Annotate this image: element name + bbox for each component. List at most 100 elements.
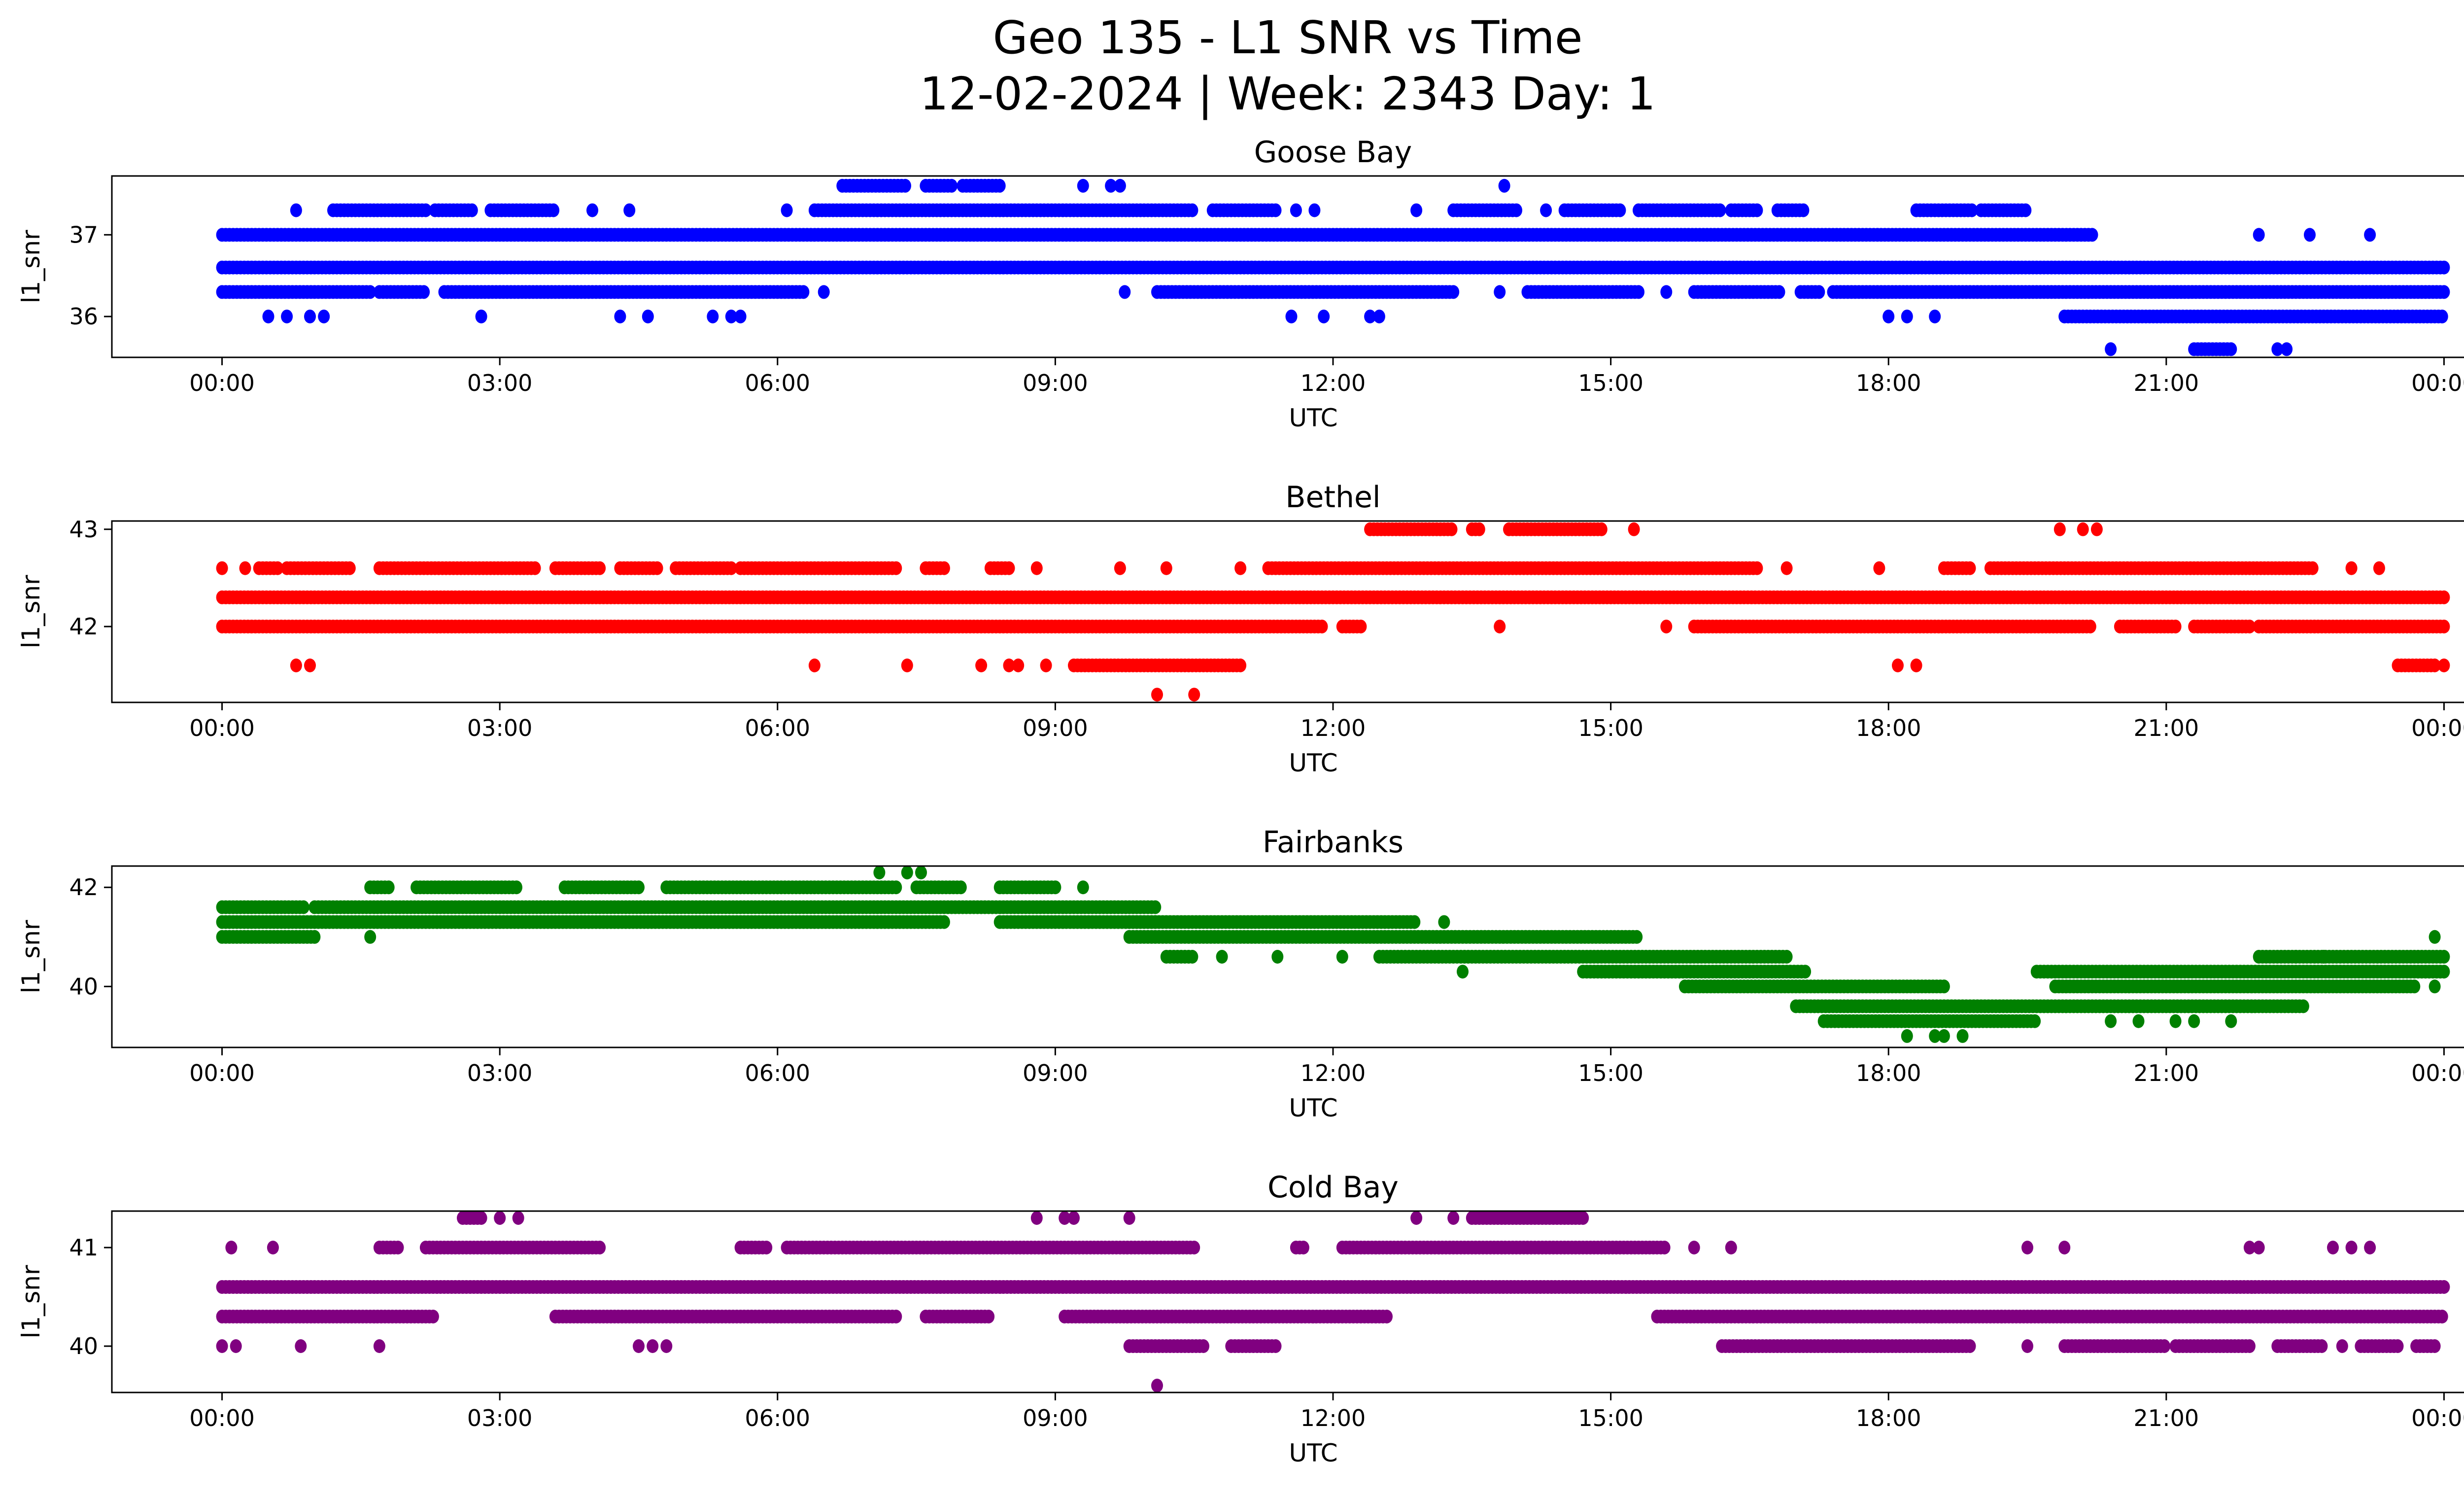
- data-point: [2364, 228, 2376, 242]
- data-point: [466, 203, 478, 217]
- y-axis-label: l1_snr: [17, 230, 45, 303]
- data-point: [1901, 310, 1913, 324]
- data-point: [1631, 930, 1643, 944]
- data-point: [2436, 310, 2448, 324]
- data-point: [1308, 203, 1321, 217]
- data-point: [797, 285, 810, 299]
- data-point: [1012, 659, 1025, 672]
- data-point: [2318, 950, 2330, 964]
- data-point: [1186, 950, 1198, 964]
- data-point: [343, 561, 356, 575]
- data-point: [2438, 590, 2450, 604]
- data-point: [734, 310, 747, 324]
- x-tick-label: 03:00: [467, 715, 533, 741]
- data-point: [1119, 285, 1131, 299]
- data-point: [781, 203, 793, 217]
- data-point: [1498, 178, 1510, 193]
- data-point: [1797, 203, 1810, 217]
- data-point: [1780, 561, 1793, 575]
- y-axis-label: l1_snr: [17, 575, 45, 648]
- data-point: [364, 285, 376, 299]
- x-tick-label: 03:00: [467, 370, 533, 396]
- data-point: [1114, 178, 1126, 193]
- data-point: [993, 178, 1006, 193]
- data-point: [2169, 620, 2182, 634]
- data-point: [2429, 930, 2441, 944]
- data-point: [216, 561, 228, 575]
- data-point: [529, 561, 541, 575]
- data-point: [548, 203, 560, 217]
- data-point: [308, 930, 321, 944]
- data-point: [1457, 965, 1469, 979]
- data-point: [2304, 228, 2316, 242]
- x-tick-label: 00:00: [2411, 370, 2464, 396]
- y-tick-label: 36: [69, 303, 98, 330]
- data-point: [290, 203, 302, 217]
- data-point: [2438, 260, 2450, 275]
- data-point: [946, 178, 958, 193]
- x-tick-label: 09:00: [1023, 715, 1088, 741]
- data-point: [1188, 688, 1200, 702]
- data-point: [614, 310, 626, 324]
- data-point: [418, 285, 430, 299]
- data-point: [1660, 620, 1673, 634]
- data-point: [1318, 310, 1330, 324]
- data-point: [938, 915, 950, 929]
- data-point: [1114, 561, 1126, 575]
- data-points: [216, 522, 2450, 702]
- data-point: [2253, 228, 2265, 242]
- data-point: [1151, 688, 1163, 702]
- x-tick-label: 21:00: [2134, 715, 2199, 741]
- x-tick-label: 15:00: [1578, 715, 1643, 741]
- data-point: [2290, 950, 2302, 964]
- data-point: [382, 880, 395, 895]
- data-point: [1892, 659, 1904, 672]
- data-point: [1929, 310, 1941, 324]
- data-point: [304, 310, 316, 324]
- data-point: [2438, 285, 2450, 299]
- data-point: [1473, 522, 1485, 536]
- data-point: [1290, 203, 1302, 217]
- data-point: [1799, 965, 1812, 979]
- subplot-title: Bethel: [1285, 480, 1380, 515]
- data-point: [1780, 950, 1793, 964]
- data-point: [419, 203, 432, 217]
- y-tick-label: 43: [69, 516, 98, 543]
- axes-frame: [111, 520, 2464, 703]
- data-point: [304, 659, 316, 672]
- data-point: [1040, 659, 1052, 672]
- data-point: [1216, 950, 1228, 964]
- data-point: [281, 310, 293, 324]
- data-point: [1285, 310, 1298, 324]
- data-point: [511, 880, 522, 895]
- x-tick-label: 18:00: [1856, 370, 1921, 396]
- data-point: [938, 561, 950, 575]
- x-tick-label: 18:00: [1856, 715, 1921, 741]
- data-point: [2281, 342, 2293, 356]
- data-point: [1751, 561, 1763, 575]
- data-point: [318, 310, 330, 324]
- data-point: [2084, 620, 2096, 634]
- data-point: [1105, 178, 1117, 193]
- data-point: [901, 659, 913, 672]
- data-point: [1595, 522, 1608, 536]
- data-point: [1160, 561, 1172, 575]
- data-point: [2019, 203, 2032, 217]
- figure-title-line1: Geo 135 - L1 SNR vs Time: [993, 11, 1583, 64]
- data-point: [1966, 203, 1978, 217]
- data-point: [890, 880, 902, 895]
- x-tick-label: 21:00: [2134, 370, 2199, 396]
- data-point: [1751, 203, 1763, 217]
- x-tick-label: 15:00: [1578, 370, 1643, 396]
- data-point: [1316, 620, 1328, 634]
- data-point: [2306, 561, 2319, 575]
- data-point: [2373, 561, 2385, 575]
- data-point: [1660, 285, 1673, 299]
- data-point: [2086, 228, 2098, 242]
- data-point: [1077, 880, 1089, 895]
- data-point: [1633, 285, 1644, 299]
- data-point: [1445, 522, 1458, 536]
- data-point: [1964, 561, 1976, 575]
- data-point: [1030, 561, 1043, 575]
